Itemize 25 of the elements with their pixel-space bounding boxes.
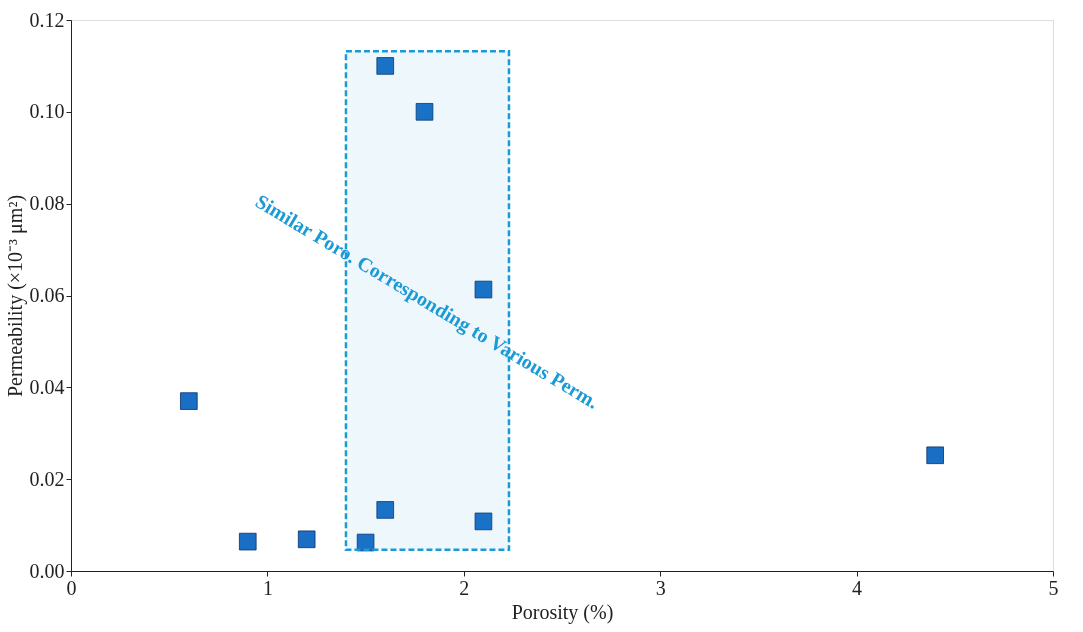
point (356, 533, 375, 552)
x-tick-label: 2 (459, 576, 470, 599)
point (376, 501, 395, 519)
y-tick-label: 0.02 (29, 467, 65, 490)
x-tick-label: 0 (66, 576, 77, 599)
y-tick-label: 0.12 (29, 8, 65, 31)
x-tick-label: 5 (1048, 576, 1059, 599)
point (415, 103, 434, 121)
point (926, 446, 944, 465)
x-tick-label: 1 (262, 576, 273, 599)
point (297, 530, 316, 549)
y-tick-label: 0.10 (29, 100, 65, 123)
x-axis-title: Porosity (%) (511, 600, 614, 624)
y-tick-label: 0.00 (29, 559, 65, 582)
x-tick-label: 4 (852, 576, 863, 599)
point (474, 280, 493, 299)
point (238, 532, 257, 551)
x-tick-label: 3 (655, 576, 666, 599)
y-tick-label: 0.06 (29, 284, 65, 306)
y-tick-label: 0.04 (29, 375, 65, 398)
y-axis-title: Permeability (×10⁻³ μm²) (3, 194, 27, 398)
point (180, 392, 198, 410)
point (474, 512, 493, 531)
y-tick-label: 0.08 (29, 192, 65, 215)
point (376, 57, 395, 75)
